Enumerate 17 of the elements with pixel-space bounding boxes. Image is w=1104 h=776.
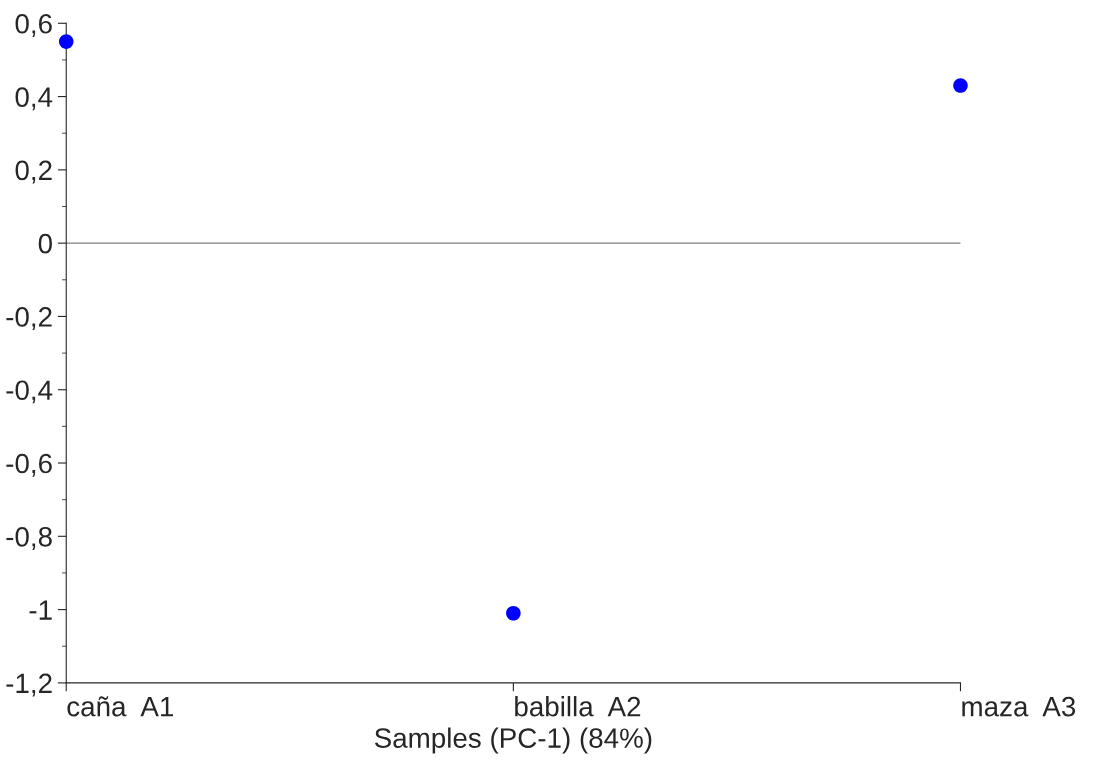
x-tick-label: maza A3 [962, 696, 1076, 717]
y-tick-label: 0,4 [15, 87, 53, 111]
x-axis-title: Samples (PC-1) (84%) [374, 727, 652, 754]
point [58, 34, 74, 49]
y-tick-label: -0,6 [6, 453, 52, 477]
x-tick-label: caña A1 [67, 696, 173, 717]
y-tick-label: 0,6 [15, 13, 52, 37]
x-tick-label: babilla A2 [515, 696, 641, 717]
y-tick-label: -0,8 [6, 526, 52, 550]
y-tick-label: -1,2 [6, 673, 52, 697]
point [953, 78, 968, 93]
y-tick-label: -0,2 [6, 307, 52, 331]
y-tick-label: -1 [29, 600, 52, 620]
y-tick-label: -0,4 [6, 380, 53, 404]
y-tick-label: 0 [38, 233, 52, 254]
y-tick-label: 0,2 [15, 160, 52, 184]
point [506, 605, 521, 621]
